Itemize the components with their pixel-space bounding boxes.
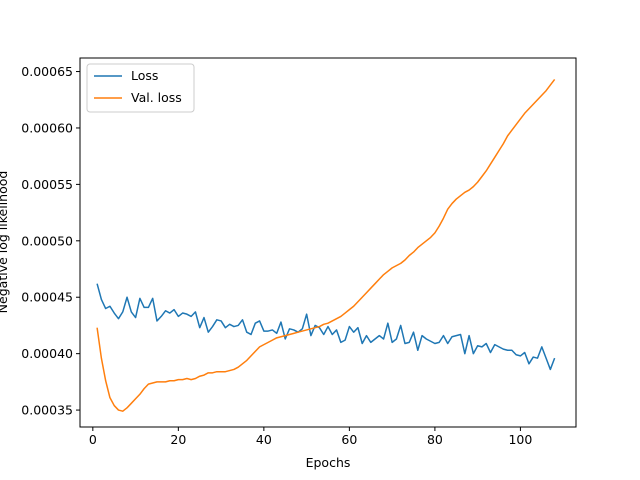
y-axis: 0.00035 0.00040 0.00045 0.00050 0.00055 0.000… <box>21 64 80 418</box>
y-tick-label: 0.00055 <box>21 177 73 192</box>
axes-frame <box>79 57 577 428</box>
x-tick-label: 60 <box>341 432 357 447</box>
x-tick-label: 100 <box>508 432 532 447</box>
legend-label-val-loss: Val. loss <box>131 90 182 105</box>
x-axis-label: Epochs <box>306 455 351 470</box>
x-tick-label: 80 <box>427 432 443 447</box>
y-tick-label: 0.00035 <box>21 403 73 418</box>
series-line-val-loss <box>96 78 556 412</box>
x-tick-label: 0 <box>89 432 97 447</box>
y-tick-label: 0.00065 <box>21 64 73 79</box>
y-tick-label: 0.00050 <box>21 233 73 248</box>
x-tick-label: 40 <box>256 432 272 447</box>
plot-area <box>96 78 556 412</box>
y-axis-label: Negative log likelihood <box>0 171 10 314</box>
y-tick-label: 0.00060 <box>21 120 73 135</box>
legend-label-loss: Loss <box>131 68 158 83</box>
series-line-loss <box>96 283 556 371</box>
y-tick-label: 0.00040 <box>21 346 73 361</box>
legend: Loss Val. loss <box>86 63 195 113</box>
x-axis: 0 20 40 60 80 100 <box>89 427 532 447</box>
y-tick-label: 0.00045 <box>21 290 73 305</box>
x-tick-label: 20 <box>170 432 186 447</box>
